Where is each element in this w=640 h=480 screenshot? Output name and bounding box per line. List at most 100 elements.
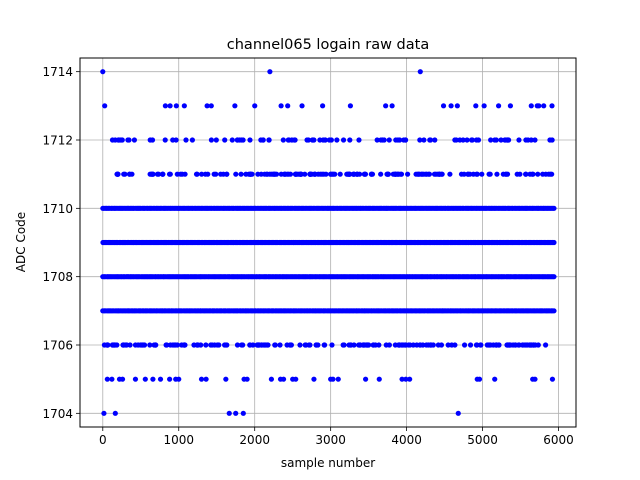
data-point [347, 137, 353, 143]
data-point [395, 342, 402, 348]
data-point [328, 171, 334, 177]
data-point [240, 410, 246, 416]
data-point [364, 342, 370, 348]
data-point [278, 171, 284, 177]
x-tick-label: 0 [99, 433, 107, 447]
data-point [457, 137, 463, 143]
data-point [115, 171, 121, 177]
data-point [549, 376, 556, 382]
data-point [507, 103, 514, 109]
data-point [498, 137, 504, 143]
data-point [405, 171, 411, 177]
data-point [495, 103, 502, 109]
data-point [317, 171, 324, 177]
data-point [205, 171, 211, 177]
data-point [263, 342, 269, 348]
data-point [461, 342, 468, 348]
data-point [357, 342, 363, 348]
data-point [193, 171, 200, 177]
data-point [479, 171, 485, 177]
data-point [492, 376, 498, 382]
data-point [452, 137, 458, 143]
data-point [523, 342, 529, 348]
data-point [272, 342, 278, 348]
data-point [374, 137, 380, 143]
data-point [320, 103, 326, 109]
data-point [299, 103, 305, 109]
data-point [401, 137, 407, 143]
data-point [525, 137, 531, 143]
data-point [535, 171, 541, 177]
data-point [224, 342, 230, 348]
data-point [421, 137, 427, 143]
data-point [115, 137, 121, 143]
x-axis-ticks: 0 1000 2000 3000 4000 5000 6000 [99, 427, 574, 447]
data-point [307, 171, 313, 177]
data-point [461, 171, 467, 177]
data-point [179, 342, 185, 348]
data-point [541, 103, 547, 109]
data-point [247, 137, 253, 143]
data-point [547, 137, 553, 143]
data-point [280, 137, 286, 143]
data-point [178, 171, 184, 177]
x-tick-label: 4000 [391, 433, 422, 447]
data-point [428, 342, 434, 348]
data-point [407, 376, 413, 382]
data-point [427, 137, 433, 143]
data-point [255, 171, 261, 177]
data-point [488, 137, 494, 143]
data-point [473, 103, 479, 109]
data-point [162, 103, 168, 109]
data-point [448, 103, 454, 109]
data-point [222, 137, 228, 143]
data-point [147, 137, 153, 143]
data-point [119, 376, 126, 382]
data-point [280, 376, 287, 382]
data-point [109, 376, 115, 382]
data-point [203, 342, 209, 348]
y-tick-label: 1704 [42, 407, 73, 421]
data-point [311, 376, 317, 382]
data-point [243, 171, 249, 177]
data-point [542, 342, 549, 348]
data-point [370, 342, 376, 348]
data-point [310, 137, 316, 143]
data-point [119, 137, 125, 143]
data-point [248, 171, 254, 177]
data-point [337, 171, 343, 177]
data-point [334, 137, 340, 143]
data-point [432, 137, 438, 143]
data-point [419, 171, 425, 177]
data-point [104, 376, 110, 382]
data-point [473, 342, 480, 348]
data-point [328, 137, 334, 143]
data-point [410, 342, 416, 348]
data-point [447, 171, 453, 177]
data-point [112, 410, 118, 416]
data-point [515, 342, 522, 348]
data-point [369, 171, 376, 177]
data-point [469, 137, 475, 143]
data-point [234, 342, 241, 348]
data-point [297, 171, 304, 177]
data-point [166, 171, 173, 177]
data-point [383, 103, 389, 109]
data-point [160, 171, 166, 177]
data-point [224, 171, 230, 177]
data-point [454, 103, 460, 109]
data-point [426, 171, 433, 177]
y-tick-label: 1710 [42, 202, 73, 216]
data-point [264, 171, 270, 177]
data-point [157, 376, 164, 382]
data-point [181, 103, 187, 109]
data-point [292, 171, 299, 177]
data-point [330, 376, 336, 382]
data-point [286, 171, 292, 177]
y-axis-ticks: 1704 1706 1708 1710 1712 1714 [42, 65, 80, 421]
data-point [502, 137, 508, 143]
data-point [307, 342, 313, 348]
data-point [545, 171, 552, 177]
data-point [473, 137, 480, 143]
data-point [329, 342, 335, 348]
